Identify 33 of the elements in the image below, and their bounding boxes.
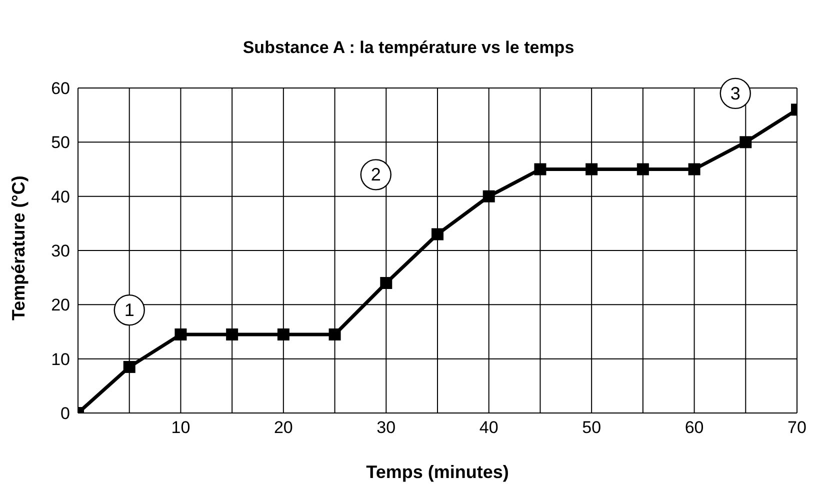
y-tick-label: 40 — [51, 187, 70, 206]
x-tick-label: 30 — [376, 418, 396, 438]
point — [586, 163, 598, 176]
point — [740, 136, 752, 148]
y-tick-label: 60 — [51, 79, 70, 98]
y-tick-label: 30 — [51, 242, 70, 261]
point — [277, 328, 290, 340]
y-tick-label: 0 — [60, 404, 70, 424]
x-axis-title: Temps (minutes) — [366, 462, 509, 482]
point — [636, 163, 649, 176]
point — [226, 328, 238, 340]
chart-title: Substance A : la température vs le temps — [242, 38, 576, 58]
point — [432, 228, 444, 240]
y-tick-label: 50 — [51, 133, 70, 152]
y-axis-title: Température (°C) — [8, 176, 28, 320]
annotation: 1 — [124, 300, 134, 320]
y-tick-label: 10 — [51, 350, 70, 369]
x-tick-label: 60 — [684, 418, 704, 438]
point — [123, 360, 136, 373]
point — [174, 328, 187, 340]
x-tick-label: 40 — [479, 418, 498, 438]
point — [482, 190, 495, 202]
point — [688, 163, 700, 176]
x-tick-label: 70 — [788, 418, 806, 438]
point — [534, 163, 546, 176]
annotation: 3 — [730, 83, 740, 104]
y-tick-label: 20 — [51, 296, 70, 315]
point — [380, 277, 392, 289]
x-tick-label: 20 — [274, 418, 293, 438]
annotation: 2 — [370, 164, 381, 185]
x-tick-label: 10 — [171, 418, 190, 438]
point — [328, 328, 341, 340]
x-tick-label: 50 — [582, 418, 602, 438]
